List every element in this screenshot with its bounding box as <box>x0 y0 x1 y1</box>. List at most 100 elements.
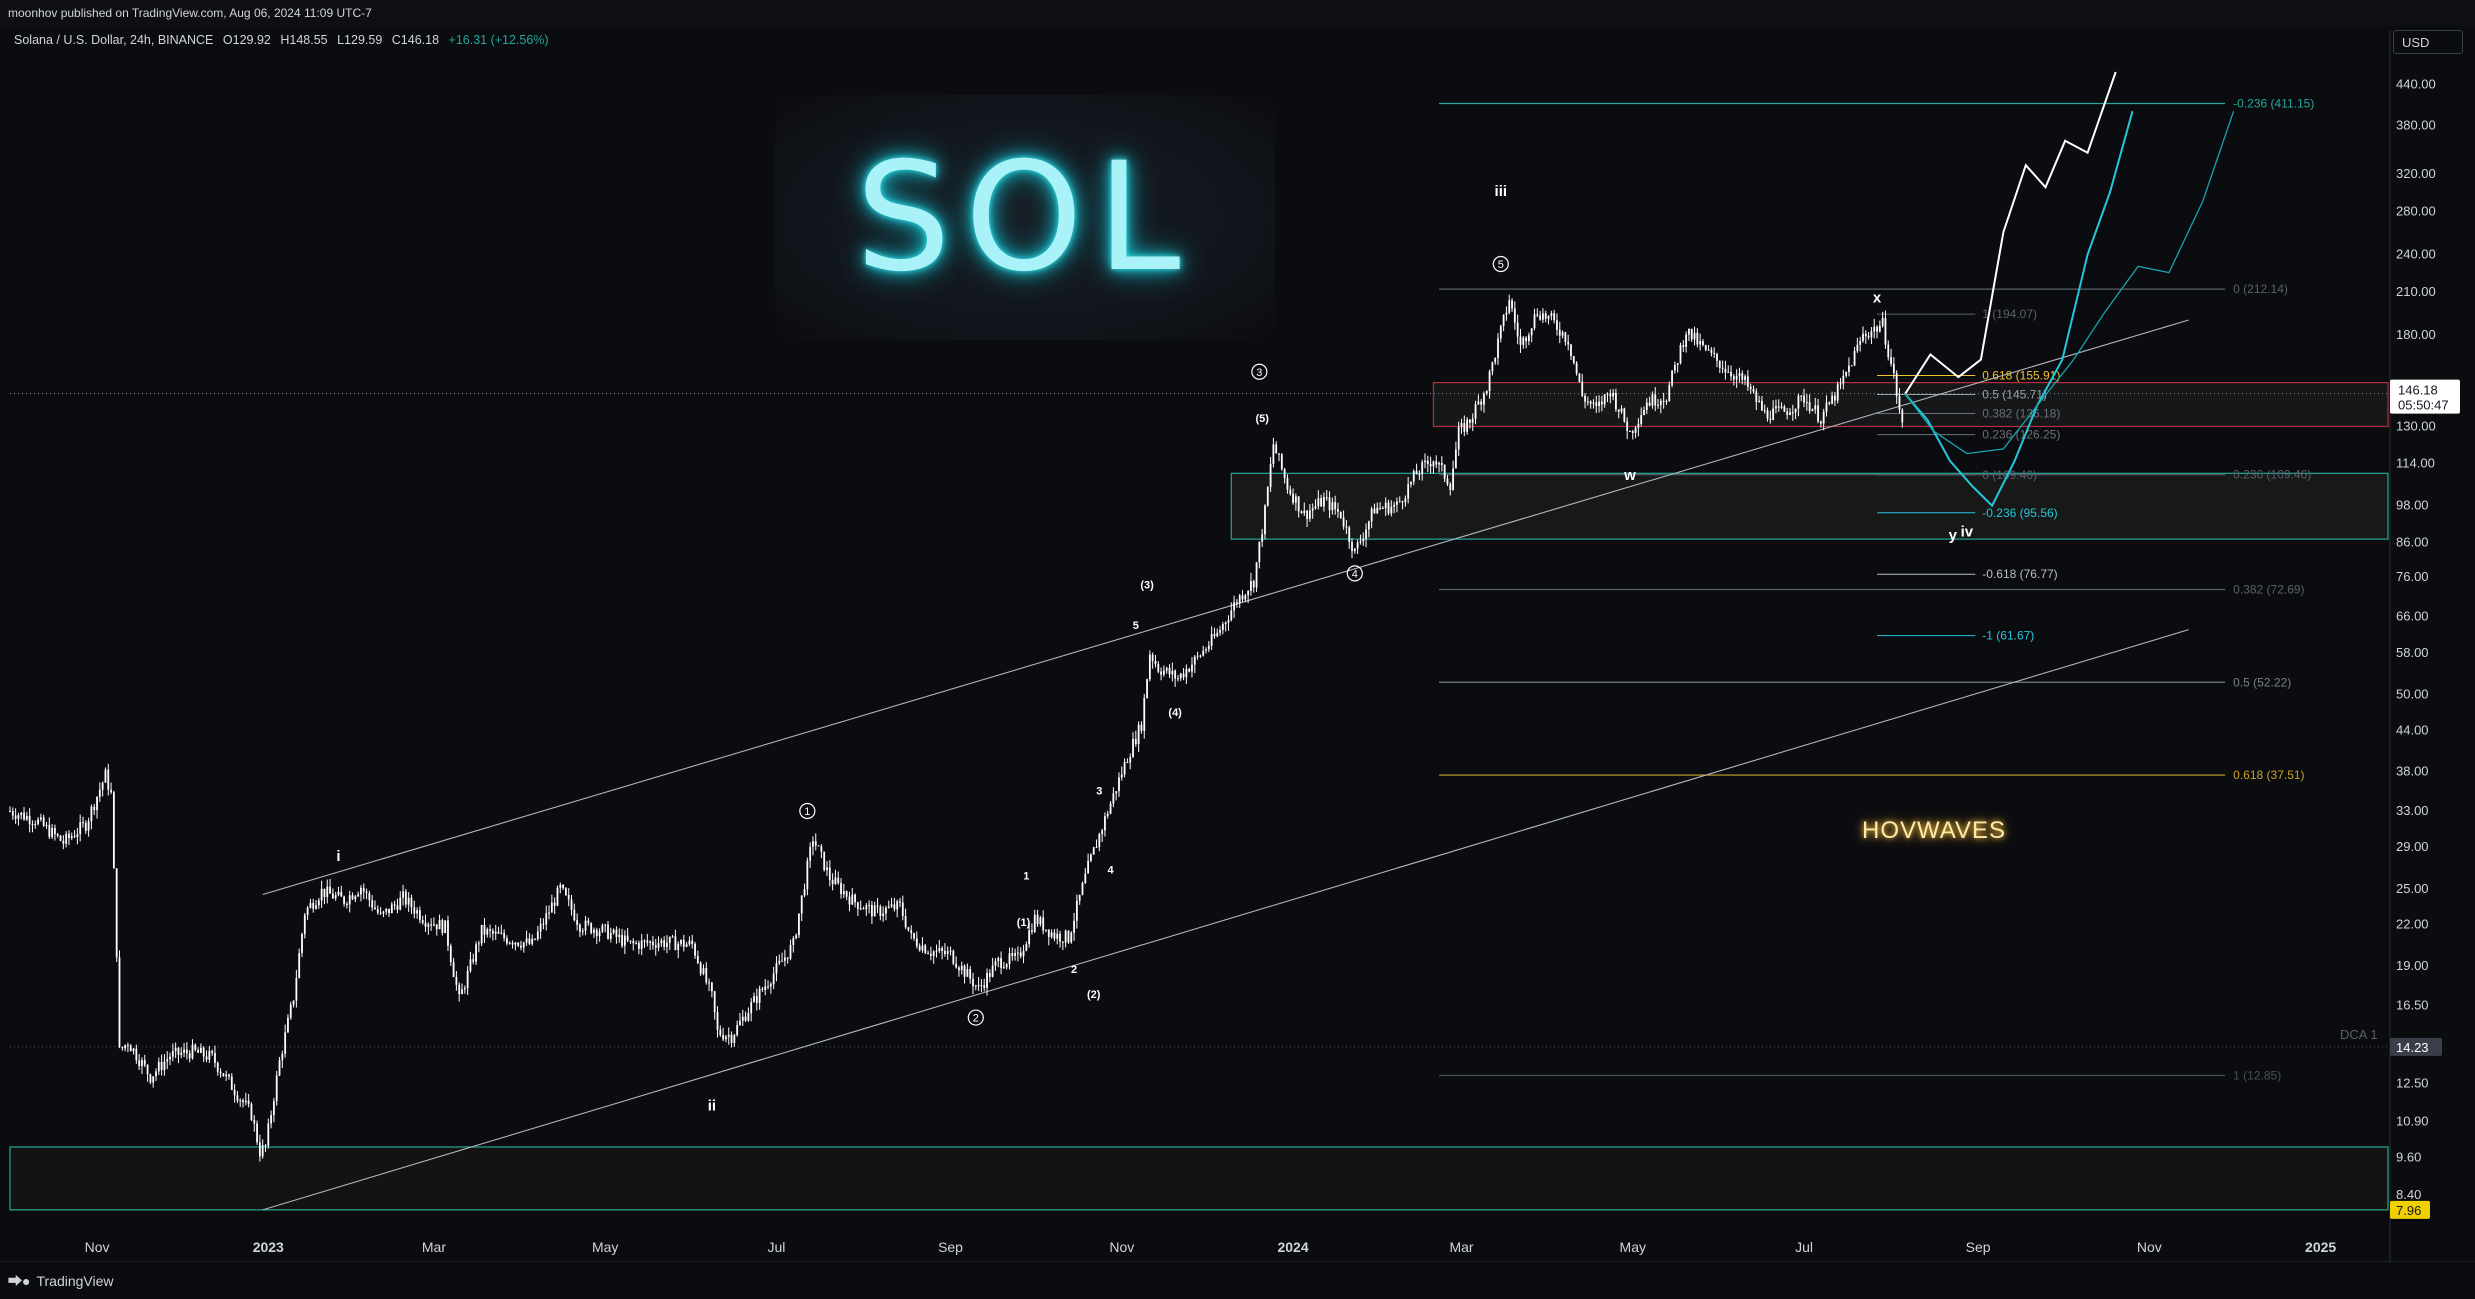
candle-body <box>346 903 348 905</box>
candle-body <box>343 896 345 904</box>
projection-path <box>1904 110 2134 508</box>
candle-body <box>1870 331 1873 338</box>
candle-body <box>1898 396 1901 410</box>
candle-body <box>1626 421 1629 431</box>
candle-body <box>1129 757 1132 763</box>
price-tick-label: 240.00 <box>2396 247 2436 262</box>
zone-box <box>1230 472 2389 540</box>
price-tick-label: 380.00 <box>2396 118 2436 133</box>
candle-body <box>845 891 848 897</box>
candle-body <box>494 931 497 934</box>
candle-body <box>590 923 593 933</box>
candle-body <box>1746 376 1749 387</box>
candle-body <box>1466 419 1469 432</box>
candle-body <box>904 915 907 928</box>
tradingview-icon: ⮕● <box>8 1273 31 1289</box>
price-tick-label: 22.00 <box>2396 917 2429 932</box>
candle-body <box>1665 401 1668 403</box>
fib-level-label: 0.618 (37.51) <box>2233 768 2304 782</box>
candle-body <box>508 942 511 944</box>
candle-body <box>1401 501 1404 503</box>
candle-body <box>1143 698 1146 732</box>
current-price-tag <box>2390 379 2460 414</box>
candle-body <box>183 1049 185 1053</box>
candle-body <box>1777 406 1780 408</box>
candle-body <box>1053 932 1056 939</box>
candle-body <box>1699 341 1702 345</box>
candle-body <box>1572 356 1575 363</box>
candle-body <box>607 924 609 939</box>
candle-body <box>141 1060 143 1067</box>
wave-circle-marker <box>799 802 816 820</box>
candle-body <box>256 1123 258 1143</box>
candle-body <box>789 944 792 959</box>
candle-body <box>725 1036 727 1040</box>
candle-body <box>581 930 584 932</box>
candle-body <box>1685 334 1688 347</box>
candle-body <box>1182 673 1185 678</box>
candle-body <box>1334 502 1337 510</box>
candle-body <box>1853 350 1856 366</box>
candle-body <box>1485 391 1488 394</box>
candle-body <box>438 919 441 930</box>
candle-body <box>1415 471 1418 475</box>
candle-body <box>901 902 904 916</box>
candle-body <box>1028 930 1031 944</box>
candle-body <box>1308 510 1311 519</box>
candle-body <box>1396 501 1398 505</box>
price-change: +16.31 (+12.56%) <box>448 33 549 47</box>
fibonacci-levels: -0.236 (411.15) 0 (212.14) 0.236 (109.46) 0… <box>1439 97 2314 1083</box>
candle-body <box>1589 401 1592 404</box>
candle-body <box>503 932 506 939</box>
candle-body <box>837 877 840 883</box>
dca-label: DCA 1 <box>2340 1027 2378 1042</box>
candle-body <box>1533 314 1536 329</box>
price-tick-label: 320.00 <box>2396 166 2436 181</box>
wave-label: x <box>1873 290 1882 307</box>
tradingview-logo[interactable]: ⮕● TradingView <box>8 1271 114 1291</box>
wave-label: (1) <box>1017 917 1031 929</box>
candle-body <box>671 936 674 938</box>
candle-body <box>851 894 854 905</box>
candle-body <box>550 902 553 913</box>
candle-body <box>1457 427 1460 450</box>
candle-body <box>1542 313 1544 320</box>
candle-body <box>691 940 694 944</box>
candle-body <box>1348 527 1351 543</box>
wave-circle-marker <box>1492 255 1509 273</box>
candle-body <box>764 986 767 990</box>
candle-body <box>842 891 845 895</box>
wave-label: 3 <box>1256 367 1262 379</box>
candle-body <box>1834 395 1836 401</box>
symbol-legend[interactable]: Solana / U.S. Dollar, 24h, BINANCE O129.… <box>14 33 555 47</box>
candle-body <box>1331 502 1334 511</box>
candle-body <box>873 905 876 917</box>
candle-body <box>1367 521 1370 530</box>
candle-body <box>553 902 556 906</box>
candle-body <box>1236 602 1238 604</box>
candle-body <box>1398 501 1401 503</box>
candle-body <box>1241 595 1244 600</box>
candle-body <box>306 907 309 915</box>
candle-body <box>598 931 601 937</box>
symbol-name[interactable]: Solana / U.S. Dollar, 24h, BINANCE <box>14 33 214 47</box>
currency-selector[interactable]: USD <box>2393 30 2463 54</box>
candle-body <box>250 1103 253 1120</box>
dca-price-tag <box>2390 1037 2442 1056</box>
wave-label: ii <box>708 1098 716 1115</box>
candle-body <box>25 815 28 820</box>
candle-body <box>986 972 988 988</box>
candle-body <box>388 908 390 914</box>
candle-body <box>228 1074 230 1077</box>
candle-body <box>1505 312 1508 315</box>
candle-body <box>1828 402 1831 404</box>
candle-body <box>1258 541 1261 563</box>
candle-body <box>1286 478 1289 490</box>
candle-body <box>506 938 508 944</box>
candle-body <box>489 929 491 931</box>
candle-body <box>1045 929 1047 931</box>
candle-body <box>1884 317 1887 345</box>
candle-body <box>1811 409 1814 411</box>
candle-body <box>1219 630 1221 633</box>
